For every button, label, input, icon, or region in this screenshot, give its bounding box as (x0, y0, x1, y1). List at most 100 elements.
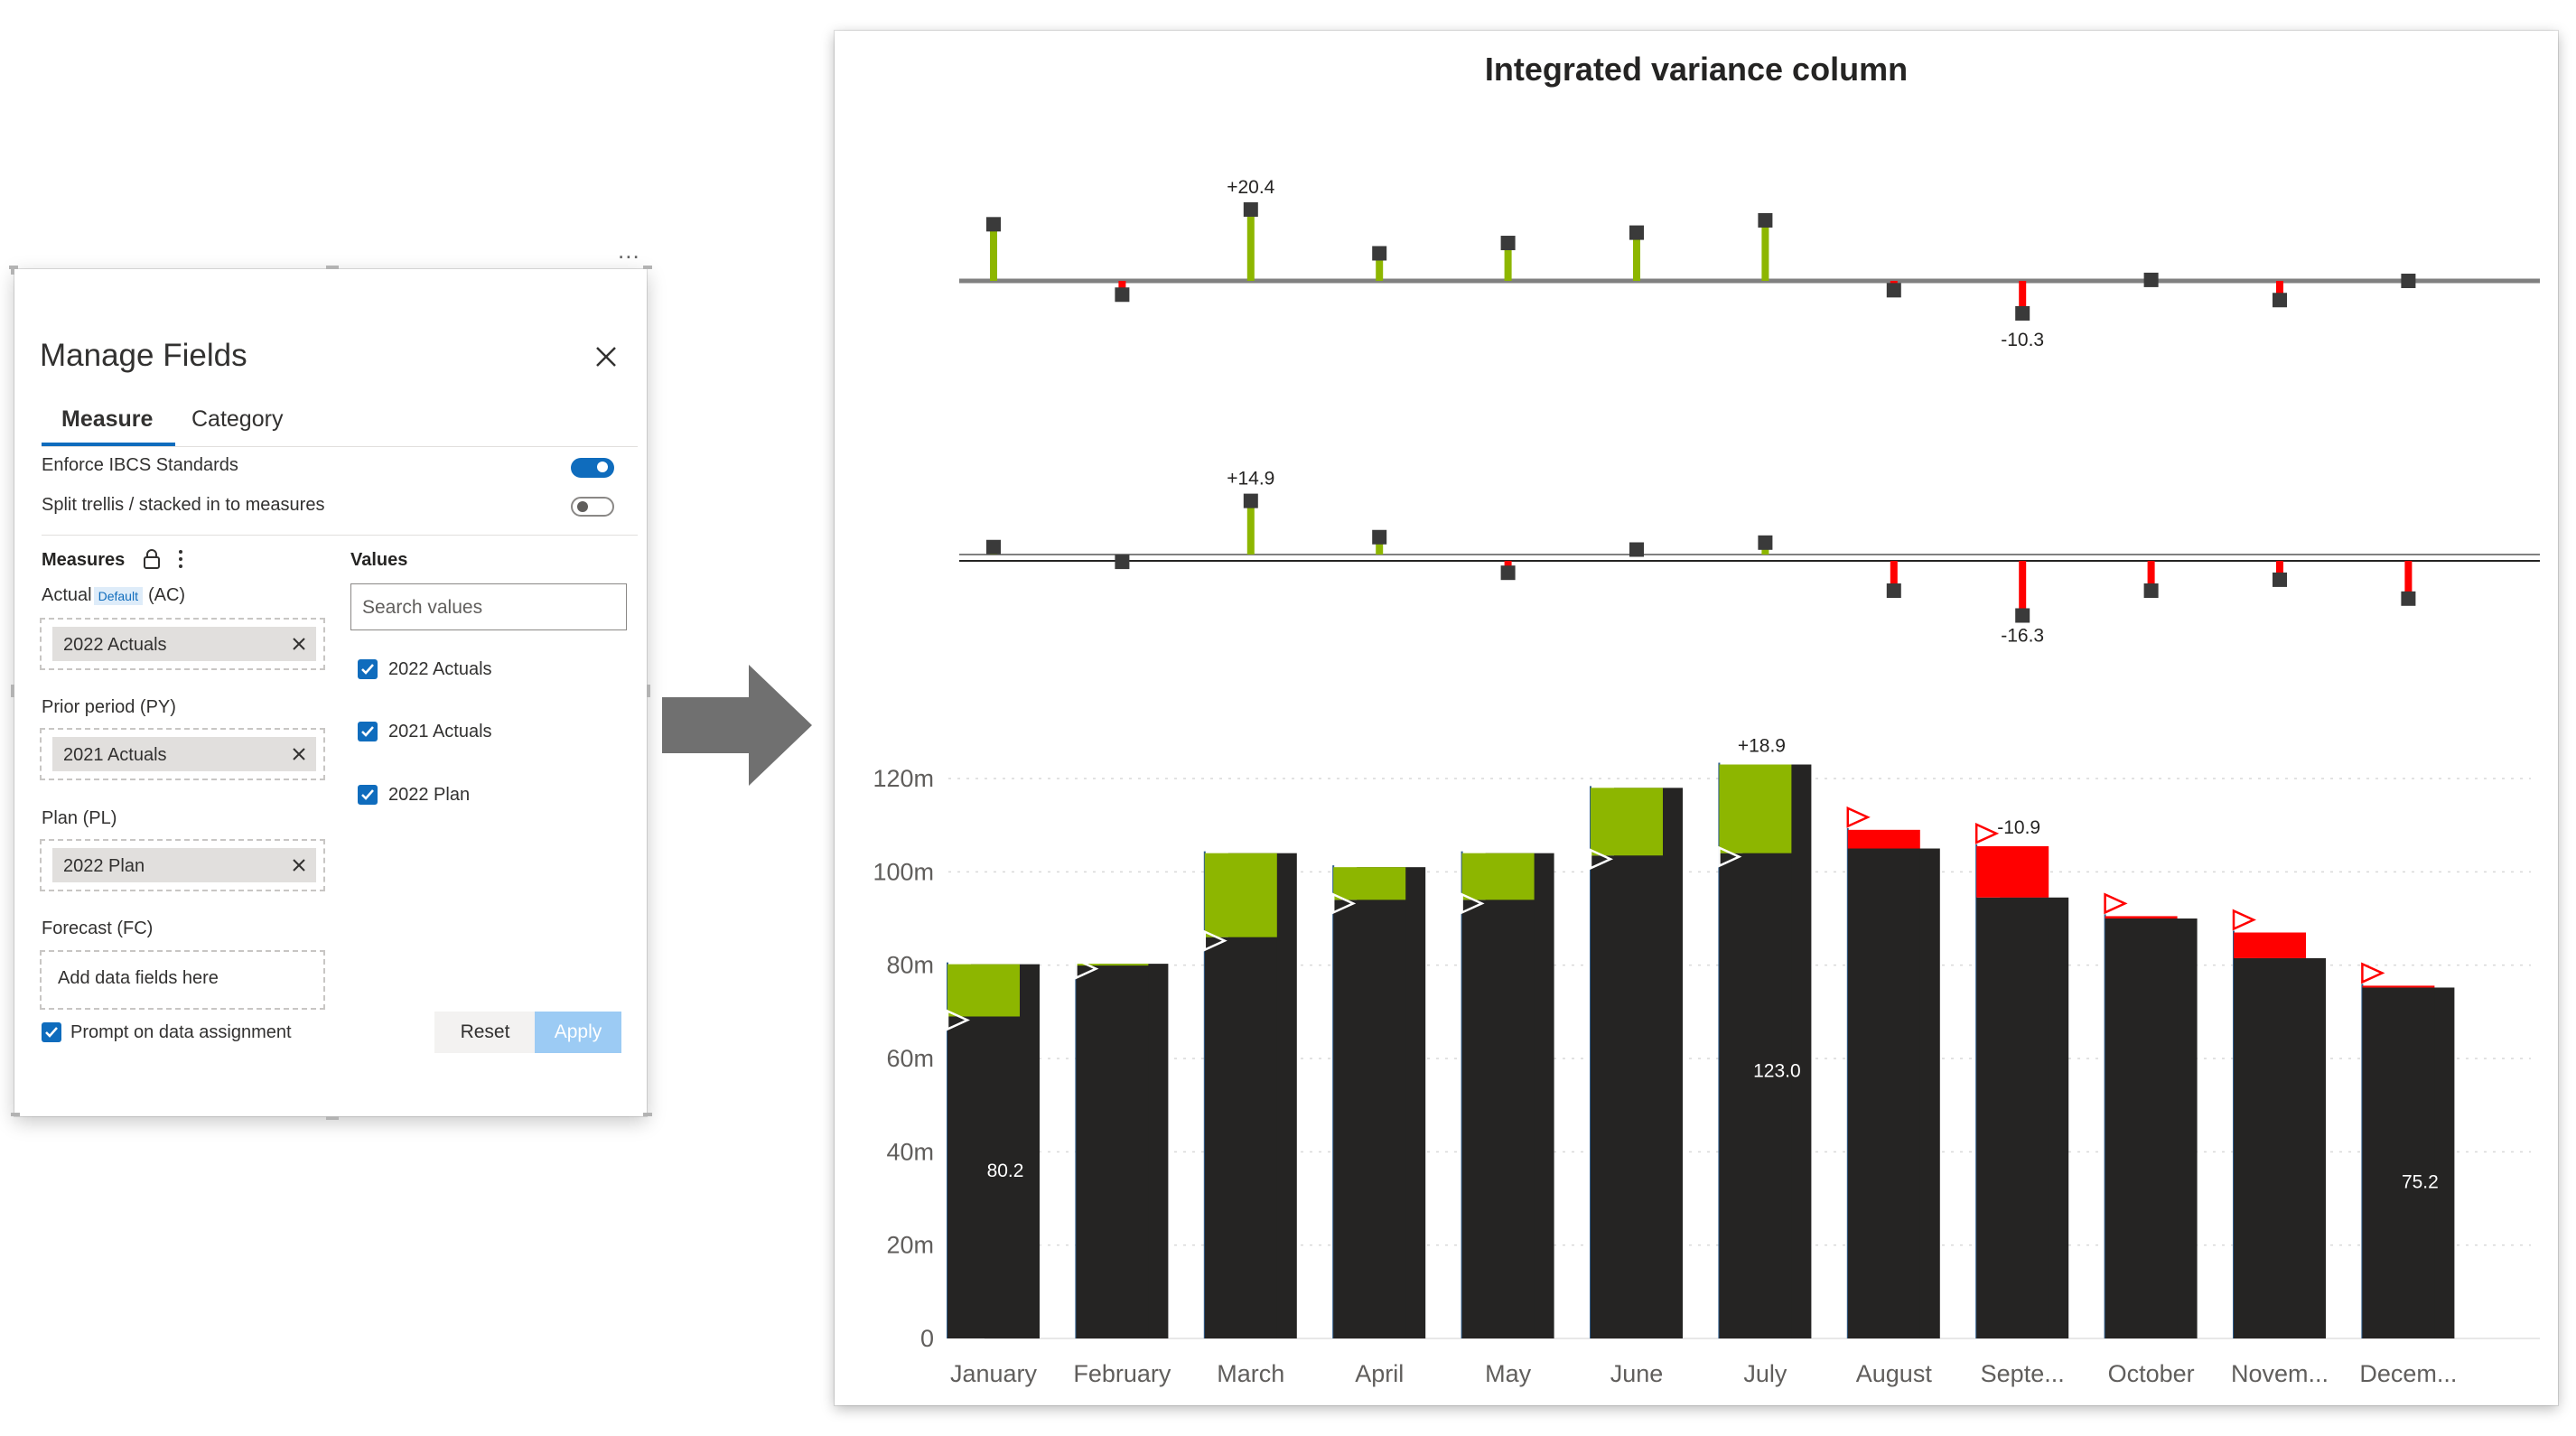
actual-suffix: (AC) (147, 585, 186, 605)
check-icon (361, 789, 374, 800)
resize-handle[interactable] (643, 266, 652, 269)
resize-handle[interactable] (326, 1116, 339, 1120)
chip-label: 2021 Actuals (63, 745, 167, 765)
pin2-pin-stem (1376, 536, 1384, 555)
plan-bar (2234, 957, 2306, 1338)
resize-handle[interactable] (11, 1113, 20, 1116)
arrow-right-icon (662, 665, 812, 786)
search-values-input[interactable]: Search values (350, 583, 627, 630)
value-2022-plan: 2022 Plan (388, 785, 471, 805)
variance-segment (1076, 964, 1149, 966)
variance-chart: +20.4 -10.3 +14.9 -16.3 0 20m 40m 60m 80m 100m 120… (873, 177, 2540, 1387)
x-tick-label: August (1856, 1360, 1933, 1387)
variance-flag-icon (1589, 848, 1614, 871)
prior-period-chip[interactable]: 2021 Actuals (52, 737, 316, 771)
plan-label: Plan (PL) (42, 808, 117, 828)
search-placeholder: Search values (362, 597, 483, 618)
variance-segment (2234, 932, 2306, 958)
pin1-pin-head (2143, 272, 2159, 287)
add-fields-placeholder: Add data fields here (58, 968, 219, 988)
prompt-label: Prompt on data assignment (70, 1022, 292, 1042)
actual-drop-well[interactable]: 2022 Actuals (40, 618, 325, 670)
variance-flag-icon (2361, 962, 2385, 984)
variance-flag-icon (2232, 909, 2257, 931)
remove-icon[interactable] (291, 857, 307, 873)
forecast-drop-well[interactable]: Add data fields here (40, 950, 325, 1010)
y-tick-label: 20m (886, 1232, 934, 1259)
resize-handle[interactable] (11, 685, 14, 697)
pin1-pin-head (1115, 287, 1130, 303)
actual-field-label: Actual Default (AC) (42, 585, 185, 606)
variance-segment (1204, 853, 1277, 937)
x-tick-label: Decem... (2359, 1360, 2457, 1387)
pin1-pin-head (2015, 305, 2030, 321)
pin2-pin-stem (2019, 561, 2027, 616)
prior-period-drop-well[interactable]: 2021 Actuals (40, 728, 325, 780)
pin2-pin-head (986, 539, 1001, 555)
variance-segment (1976, 845, 2049, 898)
x-tick-label: Novem... (2231, 1360, 2329, 1387)
checkbox-2022-actuals[interactable] (358, 659, 378, 679)
plan-drop-well[interactable]: 2022 Plan (40, 839, 325, 891)
reset-button[interactable]: Reset (434, 1012, 536, 1053)
variance-segment (2105, 916, 2178, 918)
resize-handle[interactable] (11, 266, 14, 275)
split-trellis-toggle[interactable] (571, 497, 614, 517)
variance-flag-icon (1846, 806, 1871, 828)
pin2-pin-head (2401, 591, 2416, 606)
remove-icon[interactable] (291, 636, 307, 652)
enforce-ibcs-label: Enforce IBCS Standards (42, 455, 238, 475)
pin1-pin-head (986, 217, 1001, 232)
pin2-pin-stem (1246, 500, 1255, 555)
chip-label: 2022 Actuals (63, 635, 167, 655)
close-icon[interactable] (593, 343, 620, 370)
chart-card: Integrated variance column +20.4 -10.3 +14… (835, 31, 2558, 1405)
resize-handle[interactable] (647, 685, 650, 697)
pin2-pin-stem (2404, 561, 2413, 599)
active-tab-indicator (42, 443, 175, 446)
variance-flag-icon (946, 1009, 971, 1031)
pin1-pin-stem (1376, 253, 1384, 281)
prompt-checkbox[interactable] (42, 1022, 61, 1042)
bar-value-label: 75.2 (2402, 1172, 2439, 1193)
variance-segment (1461, 853, 1535, 900)
x-tick-label: Septe... (1981, 1360, 2065, 1387)
variance-annotation-label: -10.9 (1997, 817, 2040, 838)
bar-value-label: 80.2 (987, 1161, 1024, 1181)
pin1-pin-head (2401, 274, 2416, 288)
variance-segment (1333, 867, 1406, 900)
enforce-ibcs-toggle[interactable] (571, 458, 614, 478)
actual-chip[interactable]: 2022 Actuals (52, 627, 316, 661)
divider (42, 446, 638, 447)
chart-title: Integrated variance column (1484, 51, 1909, 88)
y-tick-label: 80m (886, 952, 934, 979)
variance-flag-icon (1461, 892, 1485, 915)
plan-chip[interactable]: 2022 Plan (52, 848, 316, 882)
pin2-pin-stem (1890, 561, 1898, 591)
variance-segment (1719, 764, 1792, 853)
more-vertical-icon[interactable] (177, 549, 184, 569)
resize-handle[interactable] (643, 1113, 652, 1116)
x-tick-label: June (1610, 1360, 1664, 1387)
pin1-pin-stem (1246, 209, 1255, 281)
variance-annotation-label: +18.9 (1738, 736, 1786, 757)
more-options-icon[interactable]: ... (618, 237, 640, 264)
checkbox-2022-plan[interactable] (358, 785, 378, 805)
remove-icon[interactable] (291, 746, 307, 762)
x-tick-label: May (1485, 1360, 1532, 1387)
tab-measure[interactable]: Measure (61, 406, 154, 432)
tab-category[interactable]: Category (191, 406, 284, 432)
plan-bar (2362, 987, 2435, 1338)
check-icon (45, 1027, 58, 1038)
pin2-pin-head (2273, 572, 2287, 587)
y-tick-label: 120m (873, 765, 934, 792)
plan-bar (1976, 897, 2049, 1338)
variance-segment (1847, 829, 1920, 849)
pin2-pin-head (1115, 555, 1130, 570)
checkbox-2021-actuals[interactable] (358, 722, 378, 741)
resize-handle[interactable] (326, 266, 339, 269)
apply-button[interactable]: Apply (535, 1012, 621, 1053)
variance-flag-icon (1075, 957, 1099, 980)
pin2-pin-head (1500, 565, 1516, 581)
lock-icon[interactable] (143, 549, 161, 569)
